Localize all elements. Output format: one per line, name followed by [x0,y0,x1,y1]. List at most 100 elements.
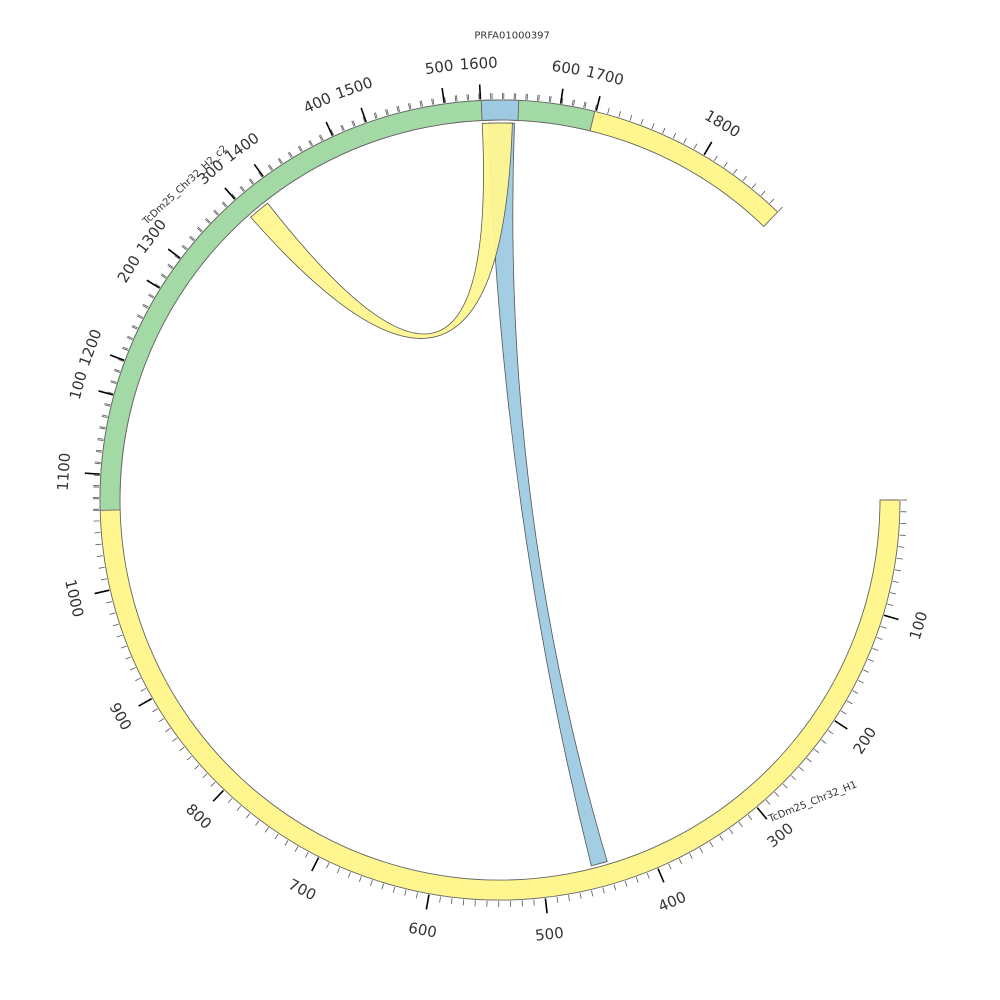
major-tick [98,390,114,396]
minor-tick [182,244,188,250]
link-prfa-h2[interactable] [250,122,513,339]
minor-tick [264,827,269,833]
minor-tick [142,303,149,308]
minor-tick [255,820,260,826]
segment-label-h1: TcDm25_Chr32_H1 [766,779,858,825]
minor-tick [117,359,124,362]
minor-tick [381,883,384,890]
minor-tick [723,162,728,168]
minor-tick [214,209,219,215]
minor-tick [130,667,136,671]
minor-tick [556,896,559,903]
tick-label: 200 [849,724,880,758]
tick-label: 1100 [54,452,74,491]
minor-tick [584,102,587,109]
minor-tick [109,612,116,615]
minor-tick [239,186,244,192]
major-tick [559,88,564,104]
minor-tick [258,172,263,178]
minor-tick [583,101,586,108]
minor-tick [798,766,804,772]
major-tick [657,868,665,883]
major-tick [212,789,225,802]
minor-tick [602,887,605,894]
minor-tick [790,775,796,781]
tick-label: 1000 [61,578,87,619]
minor-tick [287,152,292,158]
minor-tick [813,748,820,754]
minor-tick [407,103,411,110]
minor-tick [640,118,644,125]
minor-tick [94,461,101,463]
minor-tick [158,718,165,723]
minor-tick [693,143,698,150]
minor-tick [456,95,458,102]
minor-tick [186,755,192,761]
tick-label: 1700 [584,62,625,89]
minor-tick [370,880,373,886]
major-tick [595,95,601,111]
minor-tick [288,151,293,158]
minor-tick [538,94,540,101]
minor-tick [415,892,418,899]
minor-tick [318,135,323,141]
minor-tick [267,165,272,171]
minor-tick [373,112,377,119]
link-prfa-h1[interactable] [488,122,608,867]
minor-tick [101,415,108,418]
minor-tick [116,634,123,638]
minor-tick [760,190,766,196]
major-tick [544,898,548,914]
tick-label: 1400 [221,129,262,166]
major-tick [84,472,100,475]
minor-tick [140,688,147,692]
minor-tick [618,111,622,118]
minor-tick [152,708,158,713]
segments-layer [99,99,901,901]
major-tick [138,697,153,707]
minor-tick [613,884,617,891]
minor-tick [236,805,242,811]
minor-tick [131,326,138,330]
minor-tick [431,98,434,105]
minor-tick [202,773,208,779]
minor-tick [385,109,388,116]
minor-tick [137,314,144,318]
minor-tick [806,757,812,763]
minor-tick [189,236,195,242]
minor-tick [107,391,114,394]
segment-arc-h1[interactable] [99,99,901,901]
minor-tick [683,138,687,144]
minor-tick [100,578,107,581]
minor-tick [386,108,389,115]
minor-tick [148,293,155,298]
major-tick [834,720,848,730]
tick-label: 600 [551,57,582,79]
minor-tick [96,555,103,557]
minor-tick [222,201,228,207]
minor-tick [561,97,564,104]
minor-tick [114,368,121,372]
minor-tick [240,185,246,192]
major-tick [756,807,768,820]
major-tick [253,163,264,177]
tick-label: 700 [285,875,319,904]
major-tick [146,279,160,289]
minor-tick [462,899,465,906]
minor-tick [778,206,783,212]
segment-arc-h2[interactable] [99,99,596,511]
segment-arc-prfa[interactable] [480,99,520,121]
minor-tick [297,146,302,152]
tick-label: 900 [105,700,135,734]
minor-tick [419,100,422,107]
minor-tick [550,96,552,103]
minor-tick [852,690,859,694]
minor-tick [95,451,102,453]
segment-label-prfa: PRFA01000397 [474,31,550,42]
minor-tick [284,840,289,846]
minor-tick [571,99,574,106]
minor-tick [899,534,906,536]
minor-tick [278,157,283,164]
minor-tick [274,833,279,840]
minor-tick [362,116,366,123]
